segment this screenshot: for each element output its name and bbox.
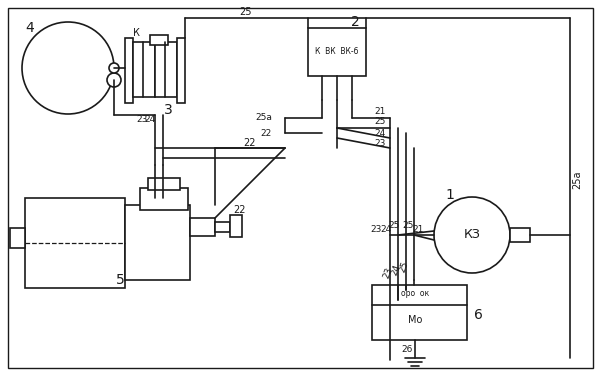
Circle shape xyxy=(434,197,510,273)
Text: 2: 2 xyxy=(350,15,359,29)
Text: 4: 4 xyxy=(26,21,34,35)
Text: 5: 5 xyxy=(116,273,124,287)
Text: 23: 23 xyxy=(382,266,394,280)
Text: 24: 24 xyxy=(381,226,392,235)
Bar xyxy=(10,228,25,248)
Bar xyxy=(125,38,133,103)
Circle shape xyxy=(22,22,114,114)
Bar xyxy=(140,188,188,210)
Circle shape xyxy=(109,63,119,73)
Text: 25: 25 xyxy=(389,220,400,229)
Text: Мо: Мо xyxy=(408,315,422,325)
Text: 1: 1 xyxy=(446,188,454,202)
Text: 25: 25 xyxy=(398,260,410,274)
Text: 24: 24 xyxy=(145,115,156,124)
Circle shape xyxy=(107,73,121,87)
Bar xyxy=(510,228,530,242)
Text: 24: 24 xyxy=(374,129,386,138)
Bar xyxy=(155,42,177,97)
Text: оро  ок: оро ок xyxy=(401,290,429,299)
Bar xyxy=(372,285,467,340)
Text: 6: 6 xyxy=(473,308,482,322)
Bar xyxy=(308,28,366,76)
Text: К  ВК  ВК-б: К ВК ВК-б xyxy=(316,47,359,56)
Text: 3: 3 xyxy=(164,103,172,117)
Bar xyxy=(177,38,185,103)
Text: 23: 23 xyxy=(374,138,386,147)
Text: 24: 24 xyxy=(390,263,402,277)
Bar xyxy=(125,205,190,280)
Text: 21: 21 xyxy=(412,226,424,235)
Text: 22: 22 xyxy=(244,138,256,148)
Bar xyxy=(190,218,215,236)
Text: 25: 25 xyxy=(402,221,413,230)
Text: 25а: 25а xyxy=(255,114,272,123)
Text: 26: 26 xyxy=(401,346,413,355)
Text: 23: 23 xyxy=(371,226,382,235)
Text: К: К xyxy=(133,28,140,38)
Bar xyxy=(215,222,230,232)
Bar xyxy=(230,215,242,237)
Text: 25: 25 xyxy=(239,7,251,17)
Bar xyxy=(150,35,168,45)
Bar xyxy=(133,42,155,97)
Text: 25: 25 xyxy=(374,117,386,126)
Text: 21: 21 xyxy=(374,108,386,117)
Text: 25а: 25а xyxy=(572,171,582,189)
Bar xyxy=(148,178,180,190)
Text: 23: 23 xyxy=(137,115,148,124)
Text: 22: 22 xyxy=(261,129,272,138)
Text: КЗ: КЗ xyxy=(464,229,481,241)
Bar xyxy=(25,198,125,288)
Text: 22: 22 xyxy=(234,205,246,215)
